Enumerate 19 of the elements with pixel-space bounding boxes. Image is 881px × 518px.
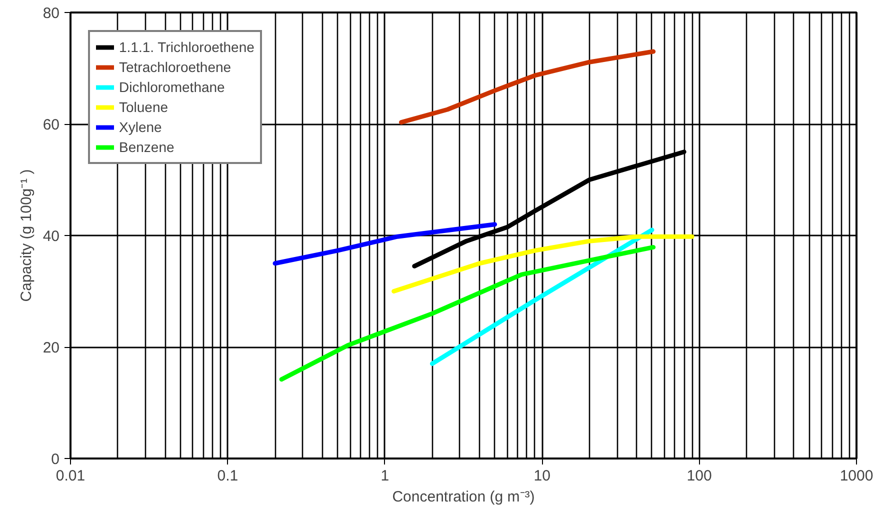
legend-label: Tetrachloroethene <box>119 58 232 76</box>
x-tick-label: 1000 <box>840 468 874 484</box>
legend-label: Benzene <box>119 138 174 156</box>
y-tick-label: 80 <box>42 5 60 22</box>
legend-label: Toluene <box>119 98 168 116</box>
y-tick-label: 0 <box>51 451 60 468</box>
y-tick-label: 60 <box>42 116 60 134</box>
x-tick-label: 0.1 <box>217 468 238 484</box>
legend-label: 1.1.1. Trichloroethene <box>119 38 254 56</box>
legend-label: Xylene <box>119 118 162 136</box>
x-tick-label: 100 <box>686 468 712 484</box>
x-axis-title: Concentration (g m⁻³) <box>392 488 535 506</box>
x-tick-label: 1 <box>380 468 390 484</box>
y-tick-label: 20 <box>42 340 60 356</box>
x-tick-label: 0.01 <box>56 468 86 484</box>
x-tick-label: 10 <box>534 468 550 484</box>
legend-label: Dichloromethane <box>119 78 225 96</box>
y-axis-title: Capacity (g 100g⁻¹ ) <box>18 169 35 302</box>
y-tick-label: 40 <box>42 228 60 245</box>
